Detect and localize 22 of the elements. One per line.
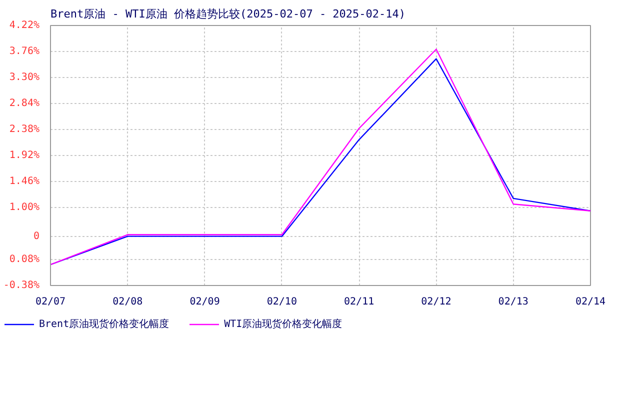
legend-label: Brent原油现货价格变化幅度 bbox=[39, 318, 170, 331]
x-tick-label: 02/13 bbox=[498, 296, 528, 308]
x-tick-label: 02/12 bbox=[421, 296, 452, 308]
x-tick-label: 02/11 bbox=[344, 296, 374, 308]
y-tick-label: 1.46% bbox=[9, 176, 40, 187]
y-tick-label: 3.30% bbox=[9, 72, 40, 83]
y-tick-label: 1.00% bbox=[9, 202, 40, 213]
y-tick-label: 2.84% bbox=[9, 98, 40, 109]
y-tick-label: 4.22% bbox=[9, 20, 40, 31]
y-tick-label: 3.76% bbox=[9, 46, 40, 57]
x-tick-label: 02/10 bbox=[266, 296, 297, 308]
y-tick-label: 0.08% bbox=[9, 254, 40, 265]
y-tick-label: 2.38% bbox=[9, 124, 40, 135]
y-tick-label: -0.38% bbox=[3, 280, 40, 291]
legend-label: WTI原油现货价格变化幅度 bbox=[224, 318, 342, 331]
y-tick-label: 0 bbox=[33, 230, 40, 242]
chart-title: Brent原油 - WTI原油 价格趋势比较(2025-02-07 - 2025-02-14) bbox=[50, 8, 406, 20]
y-tick-label: 1.92% bbox=[9, 150, 40, 161]
x-tick-label: 02/09 bbox=[190, 296, 220, 308]
x-tick-label: 02/08 bbox=[112, 296, 143, 308]
x-tick-label: 02/14 bbox=[575, 296, 606, 308]
x-tick-label: 02/07 bbox=[35, 296, 66, 308]
